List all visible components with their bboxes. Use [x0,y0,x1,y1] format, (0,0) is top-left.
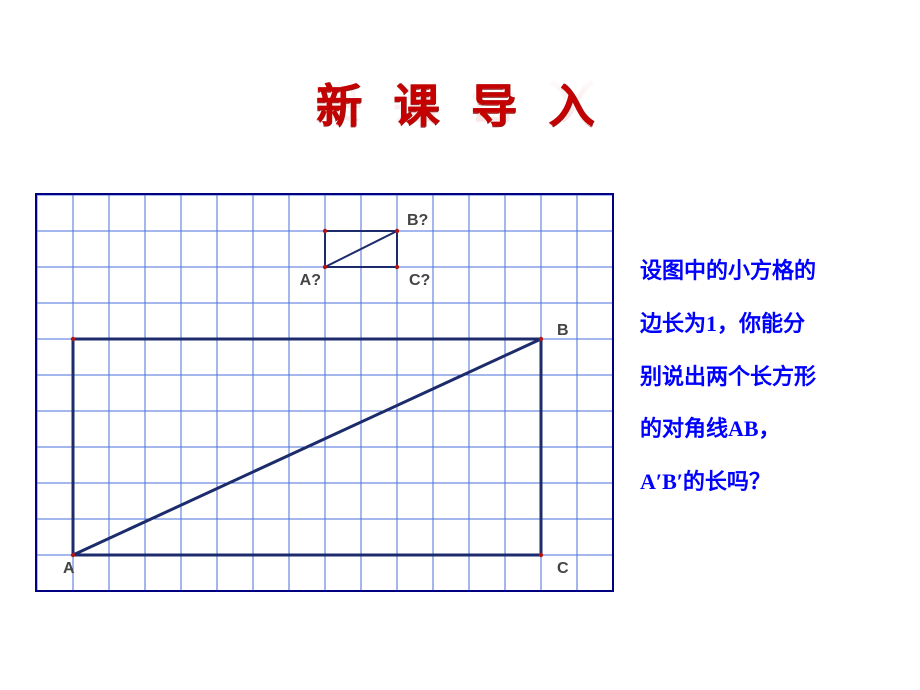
slide-title: 新 课 导 入 新 课 导 入 [316,70,605,136]
grid-diagram: A B C A? B? C? [35,193,614,592]
question-text: 设图中的小方格的 边长为1，你能分 别说出两个长方形 的对角线AB， A′B′的… [640,245,900,509]
question-line: 别说出两个长方形 [640,351,900,404]
svg-text:C: C [557,560,569,577]
grid-svg: A B C A? B? C? [37,195,612,590]
question-line: 设图中的小方格的 [640,245,900,298]
svg-text:B?: B? [407,212,428,229]
slide-title-text: 新 课 导 入 [316,70,605,136]
question-line: A′B′的长吗？ [640,456,900,509]
slide-title-wrap: 新 课 导 入 新 课 导 入 [0,70,920,136]
question-line: 的对角线AB， [640,403,900,456]
question-line: 边长为1，你能分 [640,298,900,351]
svg-text:A?: A? [300,272,321,289]
svg-text:A: A [63,560,75,577]
svg-text:B: B [557,322,569,339]
svg-text:C?: C? [409,272,430,289]
